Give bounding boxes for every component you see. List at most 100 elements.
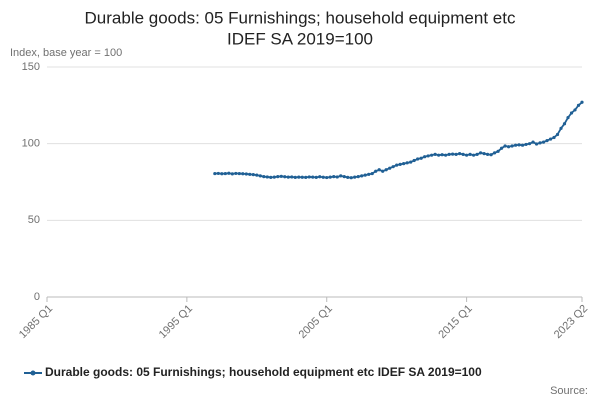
- data-point: [370, 171, 374, 176]
- data-point: [454, 152, 458, 156]
- data-point: [304, 175, 308, 179]
- data-point: [272, 175, 276, 179]
- data-point: [342, 175, 346, 179]
- data-point: [248, 172, 252, 176]
- data-point: [569, 111, 574, 115]
- data-point: [374, 169, 378, 173]
- data-point: [220, 172, 224, 176]
- legend-label: Durable goods: 05 Furnishings; household…: [45, 365, 482, 379]
- data-point: [412, 158, 416, 163]
- data-point: [524, 142, 528, 147]
- data-point: [339, 174, 343, 178]
- data-point: [485, 152, 490, 156]
- data-point: [419, 156, 423, 160]
- data-point: [213, 171, 217, 176]
- x-tick-label: 2015 Q1: [436, 303, 474, 341]
- y-tick-label: 0: [34, 291, 40, 303]
- data-point: [482, 152, 486, 156]
- y-axis-label: Index, base year = 100: [10, 47, 122, 59]
- data-point: [492, 151, 497, 155]
- data-point: [265, 175, 269, 179]
- data-point: [409, 160, 413, 164]
- data-point: [234, 171, 238, 176]
- data-point: [416, 157, 420, 161]
- data-point: [367, 172, 371, 176]
- data-point: [440, 153, 444, 157]
- data-point: [363, 173, 367, 177]
- series-line: [214, 101, 583, 179]
- data-point: [433, 152, 437, 156]
- data-point: [381, 169, 385, 173]
- data-point: [391, 165, 395, 169]
- data-point: [426, 154, 430, 158]
- data-point: [520, 143, 525, 147]
- data-point: [356, 175, 360, 179]
- data-point: [311, 175, 315, 179]
- data-point: [531, 140, 535, 144]
- data-point: [297, 175, 301, 179]
- data-point: [573, 108, 577, 112]
- data-point: [478, 151, 483, 155]
- data-point: [499, 146, 504, 150]
- data-point: [293, 175, 297, 179]
- data-point: [276, 175, 280, 179]
- data-point: [398, 162, 402, 166]
- data-point: [506, 145, 511, 149]
- x-tick-label: 1995 Q1: [157, 303, 195, 341]
- data-point: [251, 173, 255, 177]
- data-point: [223, 171, 227, 176]
- data-point: [388, 166, 392, 170]
- data-point: [216, 171, 220, 176]
- chart-title: Durable goods: 05 Furnishings; household…: [85, 8, 516, 27]
- data-point: [384, 168, 388, 172]
- data-point: [451, 152, 455, 156]
- data-point: [517, 143, 521, 147]
- data-point: [402, 162, 406, 166]
- data-point: [510, 144, 514, 148]
- data-point: [534, 142, 539, 146]
- y-tick-label: 50: [28, 214, 40, 226]
- data-point: [241, 172, 245, 176]
- data-point: [559, 126, 563, 130]
- data-point: [430, 153, 434, 157]
- data-point: [444, 153, 448, 157]
- data-point: [255, 173, 259, 177]
- x-tick-label: 2005 Q1: [297, 303, 335, 341]
- data-point: [237, 171, 241, 176]
- data-point: [227, 171, 231, 175]
- data-point: [258, 174, 262, 178]
- data-point: [318, 175, 322, 179]
- source: Source:: [550, 385, 588, 397]
- data-point: [552, 135, 556, 140]
- data-point: [395, 163, 399, 167]
- legend-marker: [30, 370, 36, 376]
- data-point: [555, 132, 560, 137]
- data-point: [461, 152, 465, 156]
- data-point: [244, 172, 248, 176]
- data-point: [580, 100, 584, 104]
- data-point: [465, 153, 469, 157]
- data-point: [468, 152, 472, 156]
- data-point: [405, 161, 409, 165]
- data-point: [548, 137, 553, 141]
- data-point: [283, 175, 287, 179]
- data-point: [300, 175, 304, 179]
- data-point: [230, 172, 234, 176]
- data-point: [472, 153, 476, 157]
- data-point: [314, 175, 318, 179]
- data-point: [321, 175, 325, 179]
- data-point: [262, 175, 266, 179]
- data-point: [541, 140, 546, 144]
- data-point: [286, 175, 290, 179]
- data-point: [475, 152, 479, 156]
- data-point: [346, 175, 350, 179]
- data-point: [447, 152, 451, 156]
- data-point: [566, 116, 570, 120]
- x-tick-label: 1985 Q1: [17, 303, 55, 341]
- data-point: [328, 175, 332, 179]
- data-point: [545, 139, 549, 143]
- data-point: [527, 142, 532, 146]
- data-point: [335, 175, 339, 179]
- y-tick-label: 150: [22, 61, 40, 73]
